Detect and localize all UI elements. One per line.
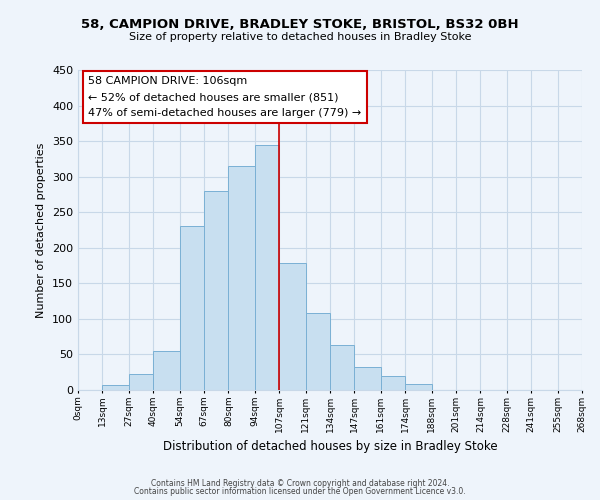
Bar xyxy=(405,384,431,390)
Bar xyxy=(330,345,355,390)
Bar xyxy=(355,366,381,390)
Text: Contains public sector information licensed under the Open Government Licence v3: Contains public sector information licen… xyxy=(134,487,466,496)
Text: 58 CAMPION DRIVE: 106sqm
← 52% of detached houses are smaller (851)
47% of semi-: 58 CAMPION DRIVE: 106sqm ← 52% of detach… xyxy=(88,76,361,118)
Text: Contains HM Land Registry data © Crown copyright and database right 2024.: Contains HM Land Registry data © Crown c… xyxy=(151,478,449,488)
Bar xyxy=(103,385,129,390)
Bar xyxy=(381,376,405,390)
X-axis label: Distribution of detached houses by size in Bradley Stoke: Distribution of detached houses by size … xyxy=(163,440,497,454)
Y-axis label: Number of detached properties: Number of detached properties xyxy=(37,142,46,318)
Bar xyxy=(129,374,153,390)
Bar xyxy=(255,144,279,390)
Bar xyxy=(179,226,204,390)
Bar xyxy=(279,264,305,390)
Bar xyxy=(153,351,179,390)
Bar xyxy=(305,313,330,390)
Bar xyxy=(229,166,255,390)
Bar xyxy=(204,191,229,390)
Text: 58, CAMPION DRIVE, BRADLEY STOKE, BRISTOL, BS32 0BH: 58, CAMPION DRIVE, BRADLEY STOKE, BRISTO… xyxy=(81,18,519,30)
Text: Size of property relative to detached houses in Bradley Stoke: Size of property relative to detached ho… xyxy=(129,32,471,42)
